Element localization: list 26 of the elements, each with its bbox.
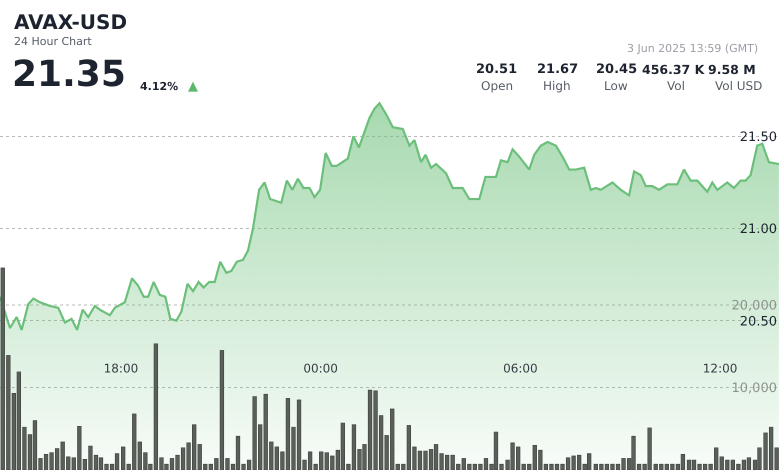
x-tick-label: 06:00: [503, 362, 538, 376]
annotation: Low: [604, 79, 628, 93]
text: 24 Hour Chart: [14, 35, 92, 48]
y2-tick-label: 10,000: [732, 381, 777, 396]
annotation: 20.51: [476, 62, 518, 77]
annotation: ▲: [188, 79, 198, 94]
x-tick-label: 00:00: [303, 362, 338, 376]
annotation: Vol USD: [715, 79, 762, 93]
annotation: 21.35: [12, 54, 126, 95]
annotation: High: [543, 79, 571, 93]
annotation: 20.45: [596, 62, 638, 77]
text: AVAX-USD: [14, 10, 128, 34]
annotation: 456.37 K: [642, 62, 706, 77]
annotation: Vol: [667, 79, 685, 93]
annotation: 4.12%: [140, 80, 178, 93]
annotation: Open: [481, 79, 514, 93]
annotation: 21.67: [537, 62, 578, 77]
y2-tick-label: 20,000: [732, 298, 777, 314]
y-tick-label: 20.50: [740, 314, 777, 330]
x-tick-label: 18:00: [104, 362, 138, 376]
y-tick-label: 21.00: [740, 222, 777, 238]
annotation: 3 Jun 2025 13:59 (GMT): [627, 42, 758, 55]
annotation: 9.58 M: [708, 62, 756, 77]
bar: [757, 447, 762, 470]
x-tick-label: 12:00: [702, 362, 738, 376]
y-tick-label: 21.50: [740, 130, 777, 145]
